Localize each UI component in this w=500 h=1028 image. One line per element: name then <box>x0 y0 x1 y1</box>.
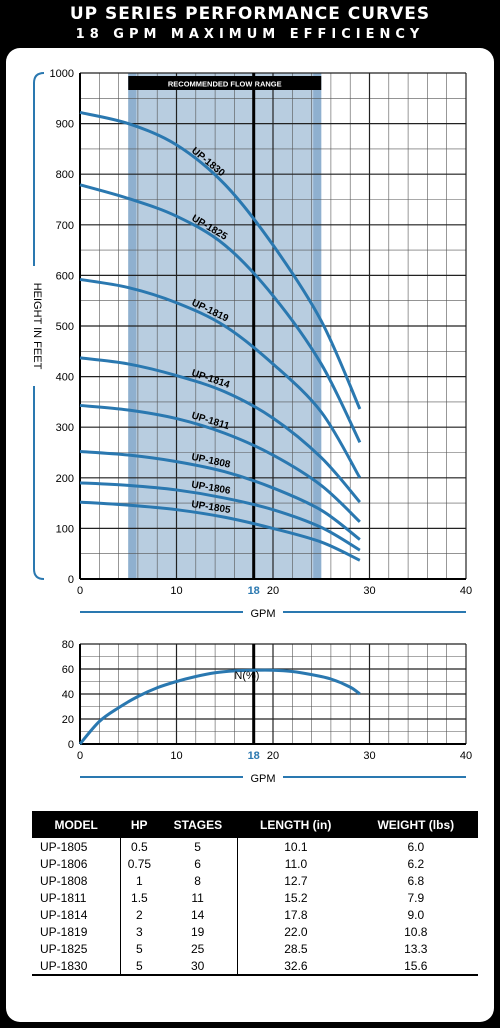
table-cell: 32.6 <box>237 957 354 976</box>
table-cell: 12.7 <box>237 872 354 889</box>
table-cell: 2 <box>119 906 158 923</box>
table-row: UP-1814 2 14 17.8 9.0 <box>32 906 478 923</box>
band-label-bg <box>128 76 322 90</box>
table-cell: 19 <box>190 924 205 939</box>
table-row: UP-1825 5 25 28.5 13.3 <box>32 940 478 957</box>
y-tick-label: 0 <box>68 739 74 751</box>
y-tick-label: 40 <box>62 689 74 701</box>
table-cell: 15.6 <box>353 957 478 976</box>
table-cell: 28.5 <box>237 940 354 957</box>
x-tick-label: 40 <box>460 750 472 762</box>
chart-0: RECOMMENDED FLOW RANGE010020030040050060… <box>31 68 472 620</box>
y-tick-label: 500 <box>56 321 74 333</box>
table-cell: 0.5 <box>119 838 158 855</box>
table-header-cell: HP <box>120 811 158 838</box>
table-cell: 5 <box>119 957 158 976</box>
table-cell: UP-1808 <box>40 873 88 888</box>
y-tick-label: 200 <box>56 473 74 485</box>
x-tick-label: 20 <box>267 750 279 762</box>
spec-table: MODEL HP STAGES LENGTH (in) WEIGHT (lbs) UP-… <box>32 811 478 976</box>
table-cell: 6 <box>194 856 201 871</box>
table-cell: UP-1805 <box>40 839 88 854</box>
table-row: UP-1819 3 19 22.0 10.8 <box>32 923 478 940</box>
chart-1: 0 20 40 60 80 0 10 20 30 40 18 GPM N(%) <box>62 639 472 785</box>
x-tick-label: 10 <box>170 750 182 762</box>
table-cell: 17.8 <box>237 906 354 923</box>
table-cell: UP-1811 <box>40 890 87 905</box>
table-row: UP-1811 1.5 11 15.2 7.9 <box>32 889 478 906</box>
x-tick-label: 30 <box>363 750 375 762</box>
x-axis-label: GPM <box>250 773 275 785</box>
table-cell: 22.0 <box>237 923 354 940</box>
table-cell: UP-1825 <box>40 941 88 956</box>
table-cell: 11.0 <box>237 855 354 872</box>
table-cell: 10.1 <box>237 838 354 855</box>
x-tick-label: 0 <box>77 750 83 762</box>
y-tick-label: 900 <box>56 119 74 131</box>
x-tick-label: 30 <box>363 585 375 597</box>
table-cell: 6.8 <box>407 873 425 888</box>
table-cell: 7.9 <box>407 890 425 905</box>
series-line-n- <box>78 668 361 745</box>
table-cell: 6.0 <box>407 839 425 854</box>
y-tick-label: 80 <box>62 639 74 651</box>
table-cell: 10.8 <box>404 924 428 939</box>
y-tick-label: 60 <box>62 664 74 676</box>
highlight-tick-label: 18 <box>248 585 260 597</box>
y-tick-label: 100 <box>56 523 74 535</box>
table-cell: 14 <box>190 907 205 922</box>
y-axis-bracket-top <box>33 72 45 266</box>
table-cell: 13.3 <box>404 941 428 956</box>
table-cell: UP-1814 <box>40 907 88 922</box>
table-header-cell: STAGES <box>158 811 238 838</box>
series-label: N(%) <box>234 670 259 682</box>
y-tick-label: 300 <box>56 422 74 434</box>
page-subtitle: 18 GPM MAXIMUM EFFICIENCY <box>75 27 425 42</box>
band-label: RECOMMENDED FLOW RANGE <box>168 80 282 89</box>
table-cell: 30 <box>158 957 238 976</box>
x-tick-label: 10 <box>170 585 182 597</box>
table-body: UP-1805 0.5 5 10.1 6.0 UP-1806 0.75 6 11.0 6.2 UP-… <box>32 838 478 976</box>
table-row: UP-1806 0.75 6 11.0 6.2 <box>32 855 478 872</box>
x-tick-label: 20 <box>267 585 279 597</box>
y-tick-label: 20 <box>62 714 74 726</box>
table-cell: 1 <box>119 872 158 889</box>
table-cell: 6.2 <box>407 856 425 871</box>
table-cell: 5 <box>194 839 201 854</box>
table-cell: 9.0 <box>407 907 425 922</box>
y-axis-label: HEIGHT IN FEET <box>31 283 43 370</box>
table-cell: 11 <box>191 890 204 905</box>
table-cell: 0.75 <box>119 855 158 872</box>
x-axis-label: GPM <box>250 608 275 620</box>
page-title: UP SERIES PERFORMANCE CURVES <box>69 4 431 24</box>
table-header-cell: MODEL <box>32 811 121 838</box>
table-cell: UP-1806 <box>40 856 88 871</box>
y-tick-label: 1000 <box>50 68 74 80</box>
table-cell: UP-1819 <box>40 924 88 939</box>
highlight-tick-label: 18 <box>248 750 260 762</box>
x-tick-label: 40 <box>460 585 472 597</box>
table-cell: UP-1830 <box>32 957 121 976</box>
table-cell: 5 <box>119 940 158 957</box>
y-tick-label: 700 <box>56 220 74 232</box>
table-row: UP-1805 0.5 5 10.1 6.0 <box>32 838 478 855</box>
y-axis-bracket-bottom <box>33 386 45 580</box>
y-tick-label: 400 <box>56 372 74 384</box>
table-cell: 25 <box>190 941 205 956</box>
table-cell: 1.5 <box>119 889 158 906</box>
table-header-row: MODEL HP STAGES LENGTH (in) WEIGHT (lbs) <box>32 811 478 838</box>
y-tick-label: 800 <box>56 169 74 181</box>
y-tick-label: 0 <box>68 574 74 586</box>
table-cell: 15.2 <box>237 889 354 906</box>
y-tick-label: 600 <box>56 270 74 282</box>
table-header-cell: LENGTH (in) <box>237 811 354 838</box>
table-row: UP-1830 5 30 32.6 15.6 <box>32 957 478 976</box>
x-tick-label: 0 <box>77 585 83 597</box>
table-row: UP-1808 1 8 12.7 6.8 <box>32 872 478 889</box>
table-cell: 8 <box>194 873 201 888</box>
table-cell: 3 <box>119 923 158 940</box>
table-header-cell: WEIGHT (lbs) <box>353 811 478 838</box>
